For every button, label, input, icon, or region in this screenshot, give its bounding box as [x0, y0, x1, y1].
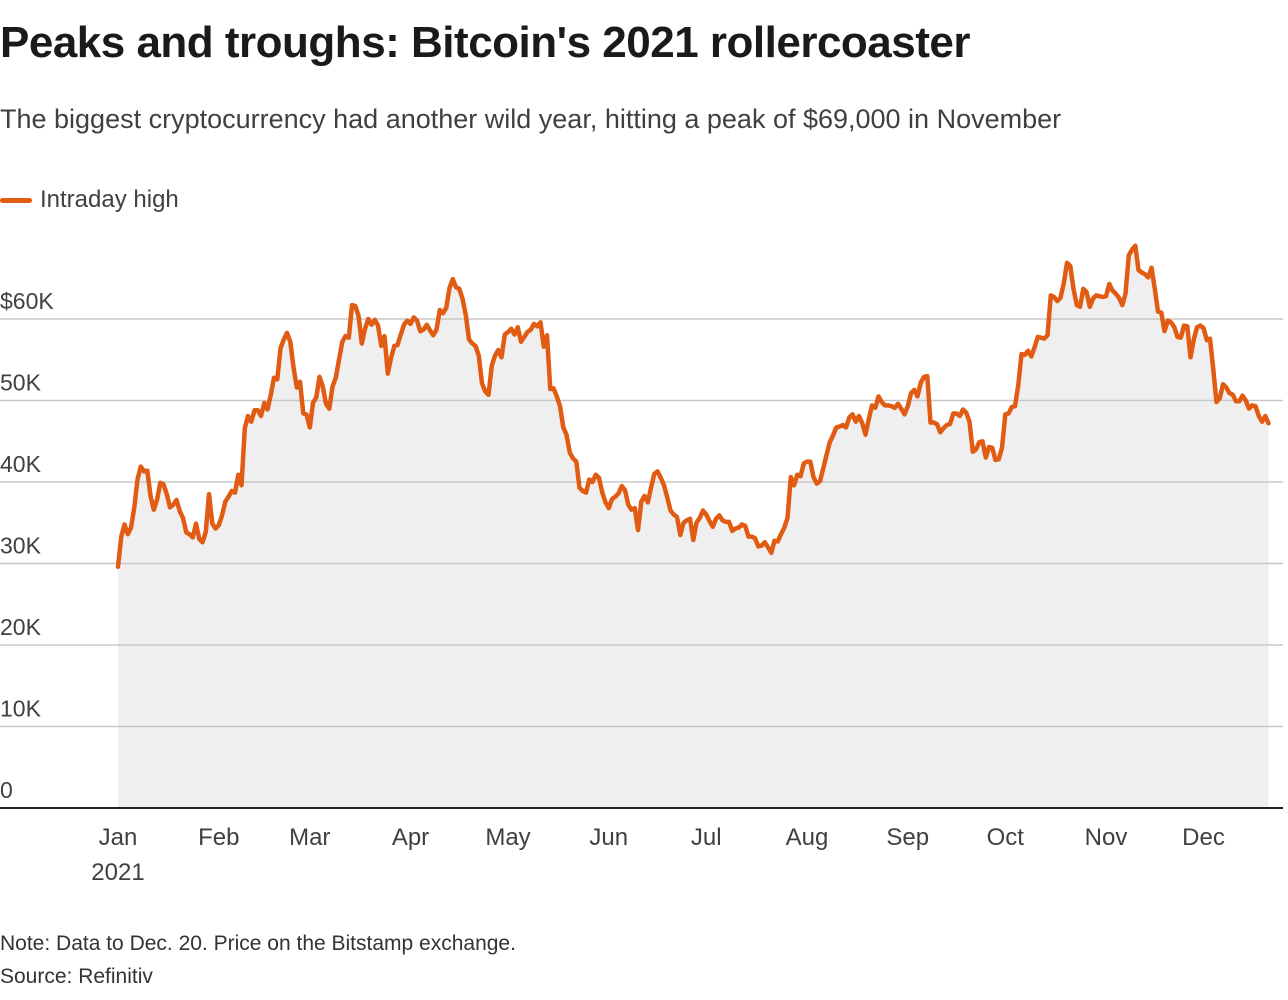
x-tick-label: Aug — [786, 824, 829, 851]
chart-title: Peaks and troughs: Bitcoin's 2021 roller… — [0, 18, 970, 67]
y-tick-label: 50K — [0, 370, 42, 396]
x-tick-label: Dec — [1182, 824, 1225, 851]
x-tick-label: Feb — [198, 824, 239, 851]
y-tick-label: 0 — [0, 777, 13, 803]
area-fill — [118, 245, 1269, 808]
legend-swatch — [0, 197, 32, 203]
chart-note: Note: Data to Dec. 20. Price on the Bits… — [0, 932, 516, 955]
y-tick-label: 10K — [0, 696, 42, 722]
legend-label: Intraday high — [40, 186, 179, 213]
x-tick-label: Apr — [392, 824, 429, 851]
chart-source: Source: Refinitiv — [0, 965, 153, 988]
y-tick-label: 30K — [0, 533, 42, 559]
x-tick-label: Jul — [691, 824, 722, 851]
legend: Intraday high — [0, 186, 179, 214]
x-tick-label: Jun — [589, 824, 628, 851]
chart-subtitle: The biggest cryptocurrency had another w… — [0, 104, 1062, 134]
series-line-intraday-high — [115, 243, 1271, 570]
x-tick-label: Mar — [289, 824, 330, 851]
y-tick-label: 20K — [0, 614, 42, 640]
x-tick-label: Nov — [1085, 824, 1128, 851]
x-tick-label: Sep — [886, 824, 929, 851]
y-tick-label: 40K — [0, 451, 42, 477]
y-tick-label: $60K — [0, 288, 54, 314]
x-tick-label: Oct — [987, 824, 1025, 851]
x-tick-label: Jan — [99, 824, 138, 851]
x-tick-sublabel: 2021 — [91, 859, 144, 886]
x-tick-label: May — [485, 824, 530, 851]
